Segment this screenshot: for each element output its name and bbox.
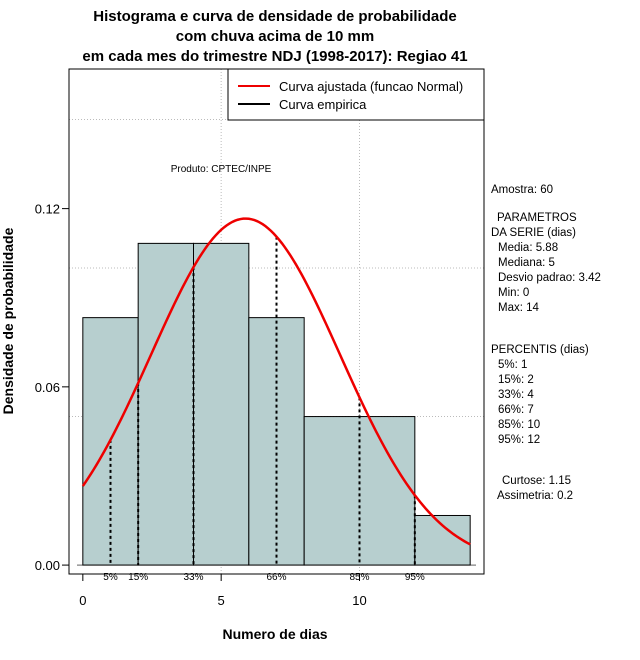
axes: 0 5 10 0.00 0.06 0.12 — [35, 202, 367, 608]
legend: Curva ajustada (funcao Normal) Curva emp… — [227, 68, 485, 121]
percentile-lines: 5% 15% 33% 66% 85% 95% — [77, 236, 476, 583]
x-tick-label-2: 10 — [352, 593, 366, 608]
product-label: Produto: CPTEC/INPE — [171, 164, 272, 175]
y-axis-title: Densidade de probabilidade — [0, 227, 16, 414]
stat-param-title-2: DA SERIE (dias) — [491, 227, 576, 239]
histogram-bar-1 — [137, 242, 195, 566]
chart-title-line-2: com chuva acima de 10 mm — [176, 28, 374, 45]
stat-mediana: Mediana: 5 — [498, 257, 555, 269]
chart-title-line-3: em cada mes do trimestre NDJ (1998-2017)… — [82, 48, 467, 65]
stat-assimetria: Assimetria: 0.2 — [497, 490, 573, 502]
stat-p5: 5%: 1 — [498, 359, 527, 371]
histogram-bar-5 — [414, 514, 471, 566]
percentile-label-3: 66% — [266, 572, 286, 583]
stat-p66: 66%: 7 — [498, 404, 534, 416]
legend-label-normal: Curva ajustada (funcao Normal) — [279, 79, 463, 94]
stat-max: Max: 14 — [498, 302, 540, 314]
percentile-label-0: 5% — [103, 572, 118, 583]
stat-p85: 85%: 10 — [498, 419, 540, 431]
percentile-label-1: 15% — [128, 572, 148, 583]
x-tick-label-0: 0 — [79, 593, 86, 608]
stat-curtose: Curtose: 1.15 — [502, 475, 571, 487]
y-tick-label-1: 0.06 — [35, 380, 60, 395]
stat-percentis-title: PERCENTIS (dias) — [491, 344, 589, 356]
stat-amostra: Amostra: 60 — [491, 184, 553, 196]
normal-fit-curve — [81, 217, 471, 546]
legend-box — [227, 68, 485, 121]
stat-param-title-1: PARAMETROS — [497, 212, 577, 224]
chart-title-line-1: Histograma e curva de densidade de proba… — [93, 8, 456, 25]
stat-p33: 33%: 4 — [498, 389, 534, 401]
stat-min: Min: 0 — [498, 287, 529, 299]
stat-p15: 15%: 2 — [498, 374, 534, 386]
stat-desvio: Desvio padrao: 3.42 — [498, 272, 601, 284]
x-tick-label-1: 5 — [218, 593, 225, 608]
stat-p95: 95%: 12 — [498, 434, 540, 446]
histogram-bar-2 — [193, 242, 250, 566]
histogram-bars — [82, 242, 471, 566]
percentile-label-5: 95% — [405, 572, 425, 583]
y-tick-label-0: 0.00 — [35, 558, 60, 573]
legend-label-empirical: Curva empirica — [279, 97, 367, 112]
stats-panel: Amostra: 60 PARAMETROS DA SERIE (dias) M… — [491, 184, 601, 502]
normal-curve — [81, 217, 471, 546]
percentile-label-2: 33% — [183, 572, 203, 583]
stat-media: Media: 5.88 — [498, 242, 558, 254]
x-axis-title: Numero de dias — [222, 626, 327, 642]
y-tick-label-2: 0.12 — [35, 202, 60, 217]
